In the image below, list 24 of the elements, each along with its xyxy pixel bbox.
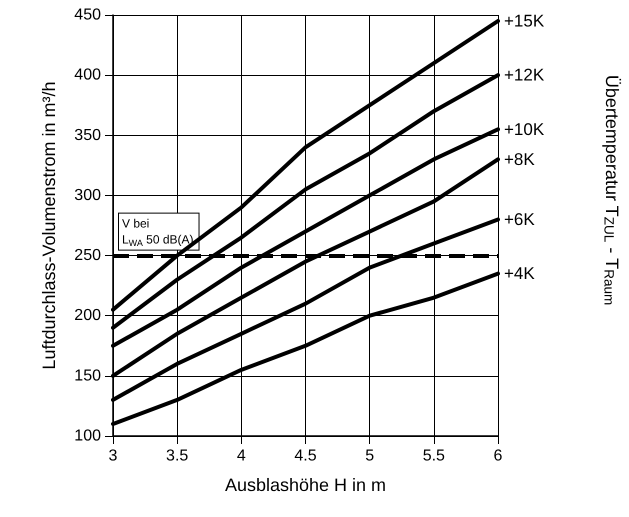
x-tick-label: 4.5 [294, 448, 317, 464]
y-tick-label: 450 [74, 6, 102, 24]
y-tick-label: 400 [74, 66, 102, 84]
y-tick-label: 200 [74, 307, 102, 324]
x-tick-label: 5.5 [422, 448, 446, 464]
x-tick-label: 5 [365, 448, 374, 464]
y-tick-label: 350 [74, 126, 102, 144]
x-tick-label: 3.5 [166, 448, 188, 464]
series-label: +6K [504, 210, 536, 229]
series-label: +8K [504, 150, 536, 169]
legend-title: Übertemperatur TZUL - TRaum [601, 74, 622, 306]
x-tick-label: 6 [494, 448, 503, 464]
y-tick-label: 150 [74, 367, 102, 384]
series-label: +4K [504, 264, 536, 284]
series-label: +12K [504, 66, 545, 85]
series-label: +10K [504, 120, 545, 139]
y-tick-label: 100 [74, 428, 102, 444]
y-tick-label: 300 [74, 186, 102, 204]
series-label: +15K [504, 12, 545, 31]
x-tick-label: 4 [236, 448, 246, 464]
x-tick-label: 3 [108, 448, 118, 464]
y-tick-label: 250 [74, 247, 102, 264]
x-axis-title: Ausblashöhe H in m [224, 475, 386, 495]
y-axis-title: Luftdurchlass-Volumenstrom in m³/h [39, 81, 59, 370]
